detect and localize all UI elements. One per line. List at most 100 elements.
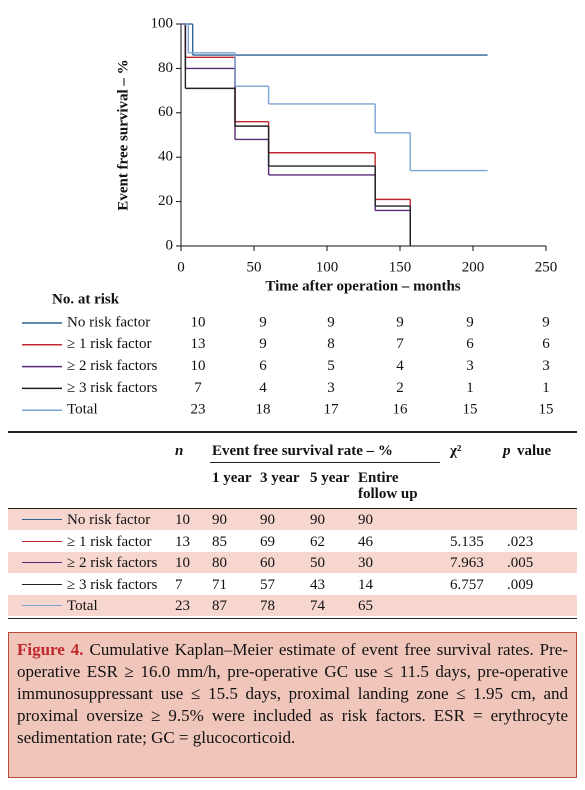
row-swatch [22, 605, 62, 607]
caption-label: Figure 4. [17, 640, 84, 659]
risk-count: 1 [466, 380, 474, 396]
risk-count: 8 [327, 336, 335, 352]
risk-count: 10 [191, 358, 206, 374]
y-tick-label: 40 [158, 149, 173, 165]
row-rate: 78 [260, 598, 275, 615]
risk-count: 9 [542, 314, 550, 330]
legend-label: ≥ 3 risk factors [67, 380, 157, 396]
chi-header: χ² [450, 443, 462, 459]
row-rate: 87 [212, 598, 227, 615]
row-rate: 57 [260, 576, 275, 593]
risk-count: 3 [327, 380, 335, 396]
legend-label: No risk factor [67, 314, 150, 330]
row-rate: 90 [212, 512, 227, 528]
x-tick-label: 50 [247, 259, 262, 275]
row-rate: 69 [260, 533, 275, 550]
y-tick-label: 20 [158, 193, 173, 209]
risk-count: 9 [259, 336, 267, 352]
risk-count: 16 [393, 402, 409, 418]
y-axis-title: Event free survival – % [115, 59, 131, 210]
y-tick-label: 0 [166, 237, 174, 253]
row-n: 7 [175, 576, 183, 593]
risk-count: 13 [191, 336, 206, 352]
p-header: p [503, 443, 511, 459]
row-rate: 90 [358, 512, 373, 528]
row-band [8, 552, 577, 574]
risk-count: 7 [396, 336, 404, 352]
y-tick-label: 60 [158, 104, 173, 120]
risk-count: 10 [191, 314, 206, 330]
sub-header: Entire follow up [358, 470, 418, 502]
row-swatch [22, 583, 62, 585]
risk-count: 1 [542, 380, 550, 396]
row-chi: 7.963 [450, 555, 484, 572]
row-rate: 85 [212, 533, 227, 550]
row-rate: 62 [310, 533, 325, 550]
row-band [8, 509, 577, 530]
row-n: 23 [175, 598, 190, 615]
row-n: 13 [175, 533, 190, 550]
risk-count: 9 [466, 314, 474, 330]
row-rate: 90 [310, 512, 325, 528]
x-tick-label: 200 [462, 259, 485, 275]
sub-header: 3 year [260, 470, 300, 486]
risk-count: 5 [327, 358, 335, 374]
row-label: No risk factor [67, 512, 151, 528]
legend-label: ≥ 2 risk factors [67, 358, 157, 374]
y-tick-label: 100 [151, 15, 174, 31]
sub-header: 1 year [212, 470, 252, 486]
x-tick-label: 150 [389, 259, 412, 275]
risk-count: 6 [466, 336, 474, 352]
row-rate: 65 [358, 598, 373, 615]
row-n: 10 [175, 555, 190, 572]
row-label: ≥ 2 risk factors [67, 555, 158, 572]
rate-rule [210, 462, 440, 463]
risk-count: 23 [191, 402, 206, 418]
x-tick-label: 250 [535, 259, 558, 275]
row-chi: 5.135 [450, 533, 484, 550]
legend-label: ≥ 1 risk factor [67, 336, 151, 352]
x-axis-title: Time after operation – months [265, 278, 460, 294]
y-tick-label: 80 [158, 60, 173, 76]
row-label: Total [67, 598, 98, 615]
row-swatch [22, 562, 62, 564]
table-rule [8, 508, 577, 509]
chart: Event free survival – % Time after opera… [22, 15, 558, 418]
risk-count: 15 [463, 402, 478, 418]
caption: Figure 4. Cumulative Kaplan–Meier estima… [8, 632, 577, 778]
row-rate: 14 [358, 576, 373, 593]
row-rate: 46 [358, 533, 373, 550]
caption-text: Cumulative Kaplan–Meier estimate of even… [17, 640, 569, 747]
risk-count: 3 [542, 358, 550, 374]
row-swatch [22, 519, 62, 520]
risk-count: 9 [259, 314, 267, 330]
risk-count: 17 [324, 402, 340, 418]
row-n: 10 [175, 512, 190, 528]
x-tick-label: 100 [316, 259, 339, 275]
risk-count: 9 [327, 314, 335, 330]
risk-count: 3 [466, 358, 474, 374]
risk-count: 2 [396, 380, 404, 396]
rate-header: Event free survival rate – % [212, 443, 393, 459]
row-band [8, 595, 577, 617]
table-rule [8, 431, 577, 433]
row-label: ≥ 1 risk factor [67, 533, 152, 550]
row-rate: 50 [310, 555, 325, 572]
row-p: .009 [507, 576, 534, 593]
row-p: .023 [507, 533, 534, 550]
risk-count: 9 [396, 314, 404, 330]
row-rate: 30 [358, 555, 373, 572]
risk-count: 15 [539, 402, 554, 418]
n-header: n [175, 443, 184, 459]
risk-count: 7 [194, 380, 202, 396]
legend-label: Total [67, 402, 98, 418]
risk-count: 4 [396, 358, 404, 374]
risk-count: 6 [542, 336, 550, 352]
row-rate: 80 [212, 555, 227, 572]
sub-header: 5 year [310, 470, 350, 486]
x-tick-label: 0 [177, 259, 185, 275]
row-label: ≥ 3 risk factors [67, 576, 158, 593]
table-rule [8, 618, 577, 619]
row-rate: 43 [310, 576, 325, 593]
risk-count: 6 [259, 358, 267, 374]
